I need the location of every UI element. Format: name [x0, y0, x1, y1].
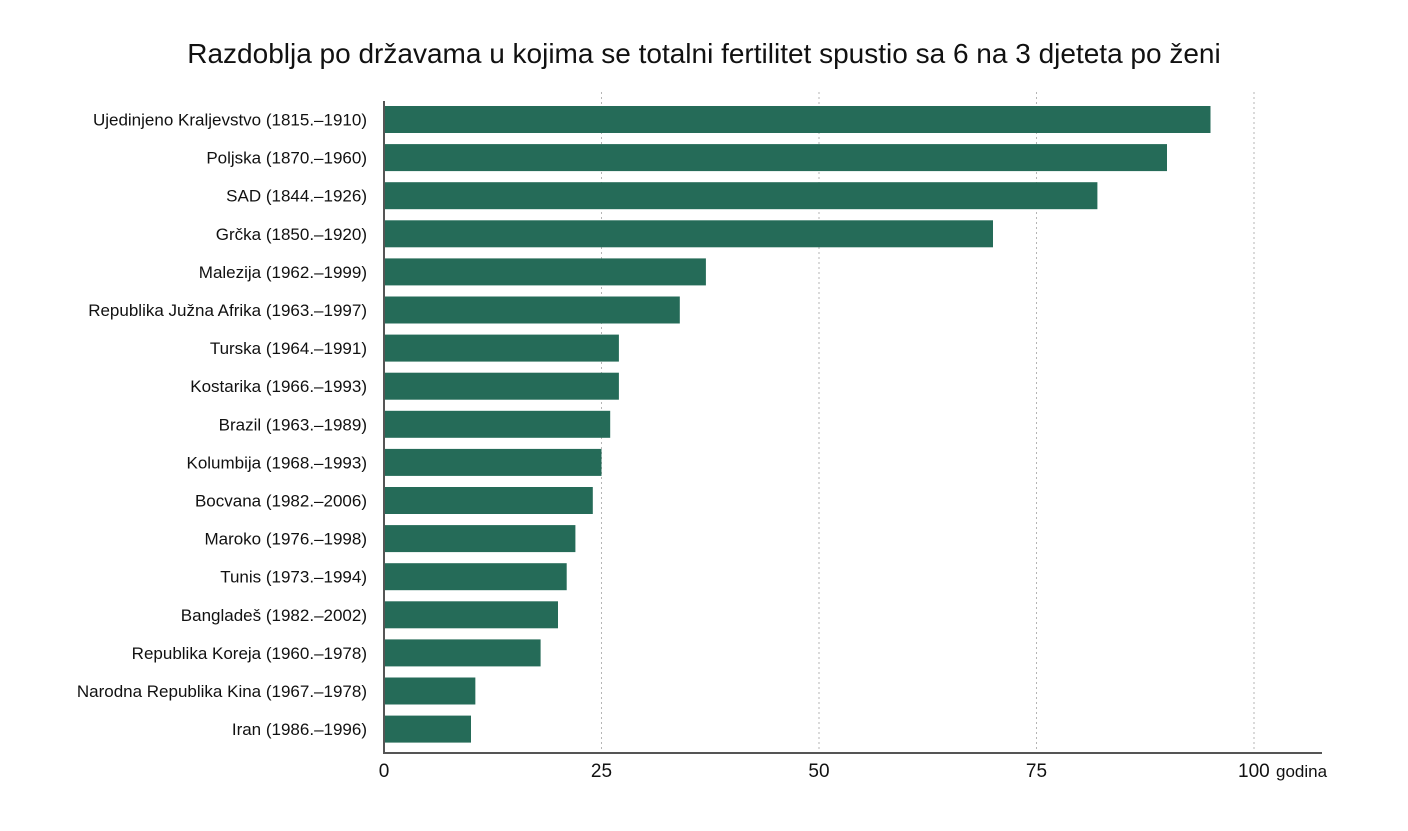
bar: [384, 677, 476, 705]
bars: [384, 106, 1211, 743]
bar: [384, 639, 541, 667]
bar: [384, 563, 567, 591]
x-tick-label: 25: [591, 761, 612, 782]
category-label: Republika Koreja (1960.–1978): [132, 644, 367, 663]
category-label: Brazil (1963.–1989): [219, 415, 367, 434]
category-label: Bangladeš (1982.–2002): [181, 606, 367, 625]
category-label: Malezija (1962.–1999): [199, 263, 367, 282]
bar: [384, 258, 706, 286]
category-label: Grčka (1850.–1920): [216, 225, 367, 244]
x-unit-label: godina: [1276, 762, 1328, 781]
bar: [384, 334, 619, 362]
bar: [384, 296, 680, 324]
category-label: Republika Južna Afrika (1963.–1997): [88, 301, 367, 320]
bar: [384, 410, 611, 438]
axes: [383, 101, 1322, 754]
bar: [384, 525, 576, 553]
x-tick-label: 100: [1238, 761, 1270, 782]
bar: [384, 715, 471, 743]
category-label: Ujedinjeno Kraljevstvo (1815.–1910): [93, 111, 367, 130]
category-label: Maroko (1976.–1998): [204, 530, 367, 549]
x-tick-label: 50: [808, 761, 829, 782]
bar: [384, 106, 1211, 133]
bar: [384, 144, 1167, 172]
bar: [384, 448, 602, 476]
bar: [384, 372, 619, 400]
bar: [384, 220, 993, 248]
category-label: Bocvana (1982.–2006): [195, 492, 367, 511]
x-tick-labels: 0 25 50 75 100: [379, 761, 1270, 782]
category-label: SAD (1844.–1926): [226, 187, 367, 206]
bar: [384, 487, 593, 514]
category-label: Turska (1964.–1991): [210, 339, 367, 358]
bar: [384, 601, 558, 629]
bar: [384, 182, 1098, 210]
category-labels: Ujedinjeno Kraljevstvo (1815.–1910) Poljs…: [77, 111, 367, 740]
category-label: Kostarika (1966.–1993): [190, 377, 367, 396]
category-label: Kolumbija (1968.–1993): [186, 453, 367, 472]
category-label: Poljska (1870.–1960): [206, 149, 367, 168]
category-label: Narodna Republika Kina (1967.–1978): [77, 682, 367, 701]
category-label: Tunis (1973.–1994): [220, 568, 367, 587]
x-tick-label: 75: [1026, 761, 1047, 782]
chart-title: Razdoblja po državama u kojima se totaln…: [187, 38, 1221, 69]
x-tick-label: 0: [379, 761, 390, 782]
category-label: Iran (1986.–1996): [232, 720, 367, 739]
